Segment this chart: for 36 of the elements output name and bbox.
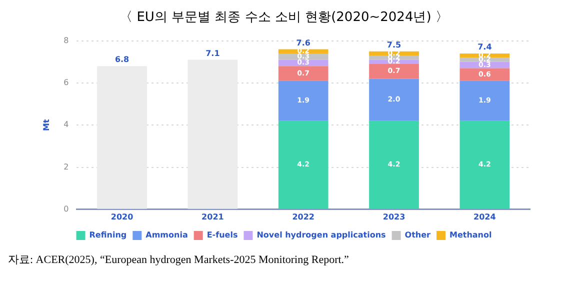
data-label: 7.1 <box>206 48 220 58</box>
x-tick-label: 2021 <box>202 212 224 222</box>
chart-title: 〈 EU의 부문별 최종 수소 소비 현황(2020~2024년) 〉 <box>118 9 450 26</box>
bar <box>460 80 510 121</box>
y-tick-label: 2 <box>64 162 69 172</box>
bar <box>369 78 419 121</box>
bar <box>460 58 510 62</box>
x-tick-label: 2024 <box>474 212 496 222</box>
legend-label: E-fuels <box>206 230 238 240</box>
text: 자료: ACER(2025), “European hydrogen Markets-2025 Monitoring Report.” <box>8 253 350 267</box>
bar <box>369 64 419 79</box>
y-tick-label: 0 <box>64 204 69 214</box>
y-tick-label: 4 <box>64 120 69 130</box>
bar <box>188 60 238 209</box>
bar <box>278 80 328 121</box>
total-label: 7.5 <box>386 40 402 50</box>
x-tick-label: 2020 <box>110 212 134 222</box>
legend-label: Novel hydrogen applications <box>256 230 386 240</box>
x-tick-label: 2023 <box>382 212 406 222</box>
y-tick-label: 6 <box>64 78 69 88</box>
total-label: 7.4 <box>478 42 492 52</box>
legend-label: Other <box>404 230 431 240</box>
y-tick-label: 8 <box>64 36 69 45</box>
x-tick-label: 2022 <box>292 212 314 222</box>
total-label: 7.6 <box>296 38 311 48</box>
bar <box>369 120 419 209</box>
legend-label: Ammonia <box>146 230 188 240</box>
bar <box>97 66 147 209</box>
legend-label: Refining <box>89 230 127 240</box>
bar <box>460 120 510 209</box>
data-label: 6.8 <box>114 55 130 64</box>
legend-label: Methanol <box>449 230 492 240</box>
y-axis-title: Mt <box>42 119 51 131</box>
bar <box>278 66 328 81</box>
bar <box>460 68 510 81</box>
bar <box>278 120 328 209</box>
